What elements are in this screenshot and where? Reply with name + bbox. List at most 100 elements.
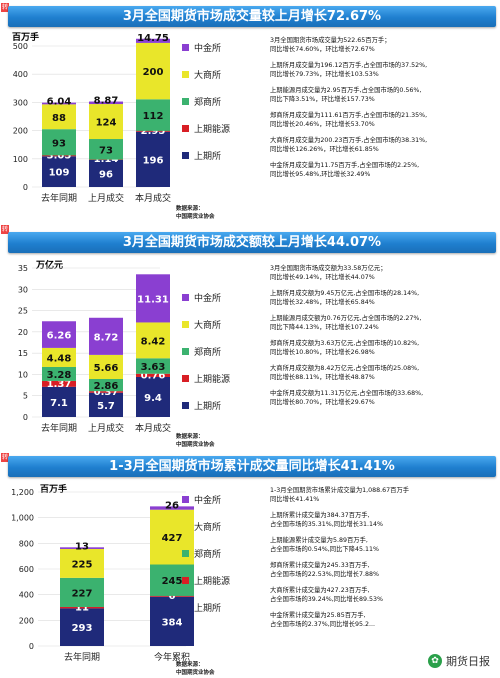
- data-label: 1.37: [47, 379, 72, 390]
- x-tick-label: 去年同期: [41, 422, 77, 434]
- note-item: 上期能源月成交额为0.76万亿元,占全国市场的2.27%, 同比下降44.13%，…: [270, 315, 422, 331]
- legend-label: 郑商所: [194, 346, 221, 358]
- data-label: 384: [162, 617, 183, 628]
- source-note: 数据来源：: [176, 204, 204, 212]
- bar-segment: [89, 378, 123, 392]
- bar-segment: [42, 347, 76, 367]
- legend-swatch: [182, 577, 189, 584]
- note-item: 大商所月成交额为8.42万亿元,占全国市场的25.08%, 同比增长88.11%，…: [270, 365, 420, 381]
- y-tick-label: 600: [19, 565, 34, 574]
- legend-label: 上期能源: [194, 575, 230, 587]
- legend-label: 上期所: [194, 151, 221, 162]
- cumulative-notes: 1-3月全国期货市场累计成交量为1,088.67百万手 同比增长41.41% 上期所…: [270, 486, 496, 636]
- note-item: 上期所累计成交量为384.37百万手, 占全国市场的35.31%,同比增长31.1…: [270, 512, 383, 528]
- bar-segment: [42, 366, 76, 381]
- y-tick-label: 35: [18, 264, 28, 273]
- data-label: 2.86: [94, 381, 119, 392]
- data-label: 73: [99, 145, 113, 156]
- source-note: 数据来源：: [176, 660, 204, 668]
- legend-label: 大商所: [194, 319, 221, 331]
- data-label: 200: [143, 67, 164, 78]
- y-tick-label: 200: [19, 616, 34, 625]
- note-item: 3月全国期货市场成交量为522.65百万手； 同比增长74.60%，环比增长72.…: [270, 37, 391, 53]
- bar-segment: [150, 595, 194, 597]
- legend-label: 中金所: [194, 292, 221, 304]
- bar-segment: [60, 548, 104, 578]
- data-label: 6: [169, 591, 176, 602]
- wechat-icon: ✿: [428, 654, 442, 668]
- legend-label: 中金所: [194, 42, 221, 54]
- y-tick-label: 1,000: [11, 514, 34, 523]
- data-label: 8.42: [141, 336, 166, 347]
- panel-tag: 转: [1, 3, 9, 12]
- panel-tag-2: 转: [1, 225, 9, 234]
- y-tick-label: 800: [19, 539, 34, 548]
- bar-segment: [89, 392, 123, 417]
- x-tick-label: 上月成交: [88, 192, 124, 204]
- legend-label: 大商所: [194, 69, 221, 81]
- data-label: 196: [143, 155, 164, 166]
- legend-label: 上期能源: [194, 373, 230, 385]
- data-label: 9.4: [144, 393, 162, 404]
- total-label: 26: [165, 500, 179, 511]
- legend-label: 郑商所: [194, 96, 221, 108]
- note-item: 郑商所累计成交量为245.33百万手, 占全国市场的22.53%,同比增长7.88…: [270, 562, 379, 578]
- data-label: 225: [72, 559, 93, 570]
- source-note: 数据来源：: [176, 432, 204, 440]
- bar-segment: [150, 506, 194, 510]
- volume-panel: 转 3月全国期货市场成交量较上月增长72.67% 百万手 0 100 200 300 4…: [0, 0, 500, 222]
- legend-swatch: [182, 98, 189, 105]
- bar-segment: [89, 101, 123, 105]
- note-item: 1-3月全国期货市场累计成交量为1,088.67百万手 同比增长41.41%: [270, 487, 410, 503]
- bar-segment: [42, 321, 76, 348]
- panel-tag-3: 转: [1, 453, 9, 462]
- cumulative-title: 1-3月全国期货市场累计成交量同比增长41.41%: [8, 456, 496, 477]
- x-tick-label: 上月成交: [88, 422, 124, 434]
- legend-swatch: [182, 604, 189, 611]
- note-item: 中金所累计成交量为25.85百万手, 占全国市场的2.37%,同比增长95.2..…: [270, 612, 375, 628]
- bar-segment: [136, 274, 170, 323]
- x-tick-label: 本月成交: [135, 192, 171, 204]
- legend-swatch: [182, 496, 189, 503]
- legend-swatch: [182, 321, 189, 328]
- y-tick-label: 300: [13, 98, 28, 107]
- bar-segment: [136, 373, 170, 377]
- volume-unit: 百万手: [12, 33, 40, 43]
- legend-label: 中金所: [194, 494, 221, 506]
- y-tick-label: 0: [23, 413, 28, 422]
- total-label: 13: [75, 541, 89, 552]
- data-label: 3.28: [47, 370, 72, 381]
- footer-logo: ✿ 期货日报: [428, 653, 490, 669]
- data-label: 245: [162, 576, 183, 587]
- bar-segment: [60, 608, 104, 646]
- y-tick-label: 400: [13, 70, 28, 79]
- bar-segment: [136, 38, 170, 43]
- x-tick-label: 今年累积: [154, 651, 190, 663]
- data-label: 5.66: [94, 363, 119, 374]
- bar-segment: [136, 42, 170, 100]
- note-item: 郑商所月成交额为3.63万亿元,占全国市场的10.82%, 同比增长10.80%，…: [270, 340, 420, 356]
- y-tick-label: 10: [18, 370, 28, 379]
- x-tick-label: 去年同期: [41, 192, 77, 204]
- y-tick-label: 15: [18, 349, 28, 358]
- data-label: 227: [72, 588, 93, 599]
- legend-swatch: [182, 44, 189, 51]
- data-label: 96: [99, 169, 113, 180]
- bar-segment: [136, 99, 170, 131]
- y-tick-label: 5: [23, 392, 28, 401]
- turnover-unit: 万亿元: [36, 261, 64, 271]
- legend-label: 郑商所: [194, 548, 221, 560]
- data-label: 112: [143, 111, 164, 122]
- bar-segment: [136, 358, 170, 374]
- data-label: 8.72: [94, 332, 119, 343]
- data-label: 4.48: [47, 353, 72, 364]
- note-item: 郑商所月成交量为111.61百万手,占全国市场的21.35%, 同比增长20.46…: [270, 112, 428, 128]
- legend-label: 上期所: [194, 401, 221, 412]
- bar-segment: [60, 606, 104, 609]
- turnover-title: 3月全国期货市场成交额较上月增长44.07%: [8, 232, 496, 253]
- data-label: 1.14: [94, 154, 119, 165]
- bar-segment: [42, 386, 76, 417]
- legend-swatch: [182, 71, 189, 78]
- bar-segment: [60, 577, 104, 607]
- turnover-panel: 转 3月全国期货市场成交额较上月增长44.07% 万亿元 0 5 10 15 20 25 3…: [0, 222, 500, 448]
